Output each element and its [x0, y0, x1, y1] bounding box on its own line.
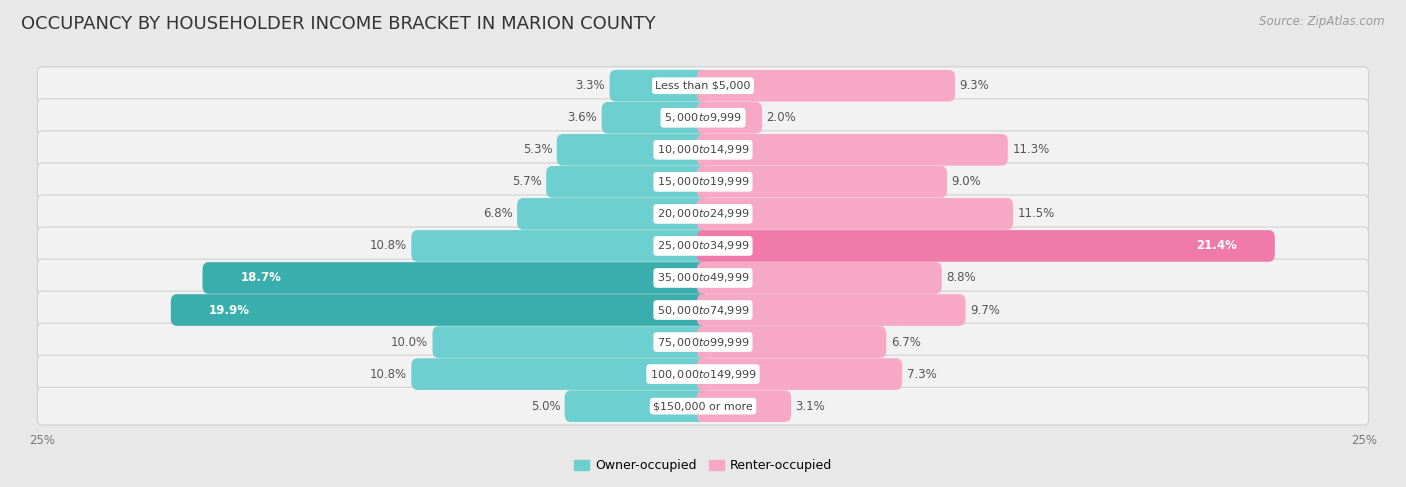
- Text: 6.8%: 6.8%: [482, 207, 513, 221]
- Text: 3.1%: 3.1%: [796, 400, 825, 412]
- Text: $20,000 to $24,999: $20,000 to $24,999: [657, 207, 749, 221]
- FancyBboxPatch shape: [546, 166, 709, 198]
- Text: 18.7%: 18.7%: [240, 271, 281, 284]
- Text: Source: ZipAtlas.com: Source: ZipAtlas.com: [1260, 15, 1385, 28]
- FancyBboxPatch shape: [38, 355, 1368, 393]
- FancyBboxPatch shape: [38, 163, 1368, 201]
- Text: 9.0%: 9.0%: [952, 175, 981, 188]
- FancyBboxPatch shape: [38, 131, 1368, 169]
- FancyBboxPatch shape: [697, 198, 1014, 230]
- FancyBboxPatch shape: [697, 294, 966, 326]
- Text: 9.7%: 9.7%: [970, 303, 1000, 317]
- Text: Less than $5,000: Less than $5,000: [655, 81, 751, 91]
- FancyBboxPatch shape: [697, 326, 886, 358]
- Text: $150,000 or more: $150,000 or more: [654, 401, 752, 411]
- FancyBboxPatch shape: [202, 262, 709, 294]
- Text: 10.8%: 10.8%: [370, 240, 406, 252]
- FancyBboxPatch shape: [517, 198, 709, 230]
- FancyBboxPatch shape: [38, 195, 1368, 233]
- Text: 7.3%: 7.3%: [907, 368, 936, 381]
- Text: 10.8%: 10.8%: [370, 368, 406, 381]
- FancyBboxPatch shape: [38, 387, 1368, 425]
- FancyBboxPatch shape: [38, 227, 1368, 265]
- FancyBboxPatch shape: [697, 102, 762, 133]
- FancyBboxPatch shape: [170, 294, 709, 326]
- FancyBboxPatch shape: [697, 390, 792, 422]
- Text: 5.0%: 5.0%: [530, 400, 560, 412]
- Text: OCCUPANCY BY HOUSEHOLDER INCOME BRACKET IN MARION COUNTY: OCCUPANCY BY HOUSEHOLDER INCOME BRACKET …: [21, 15, 655, 33]
- FancyBboxPatch shape: [697, 230, 1275, 262]
- Text: 5.3%: 5.3%: [523, 143, 553, 156]
- FancyBboxPatch shape: [38, 259, 1368, 297]
- FancyBboxPatch shape: [697, 70, 955, 102]
- Text: $50,000 to $74,999: $50,000 to $74,999: [657, 303, 749, 317]
- Text: 10.0%: 10.0%: [391, 336, 427, 349]
- FancyBboxPatch shape: [433, 326, 709, 358]
- Text: $15,000 to $19,999: $15,000 to $19,999: [657, 175, 749, 188]
- Text: 5.7%: 5.7%: [512, 175, 541, 188]
- FancyBboxPatch shape: [412, 230, 709, 262]
- Text: $10,000 to $14,999: $10,000 to $14,999: [657, 143, 749, 156]
- Text: $75,000 to $99,999: $75,000 to $99,999: [657, 336, 749, 349]
- FancyBboxPatch shape: [38, 291, 1368, 329]
- FancyBboxPatch shape: [565, 390, 709, 422]
- Text: 11.3%: 11.3%: [1012, 143, 1049, 156]
- Text: $100,000 to $149,999: $100,000 to $149,999: [650, 368, 756, 381]
- Text: $35,000 to $49,999: $35,000 to $49,999: [657, 271, 749, 284]
- FancyBboxPatch shape: [38, 323, 1368, 361]
- FancyBboxPatch shape: [697, 166, 948, 198]
- FancyBboxPatch shape: [412, 358, 709, 390]
- Text: 8.8%: 8.8%: [946, 271, 976, 284]
- Text: 2.0%: 2.0%: [766, 111, 796, 124]
- FancyBboxPatch shape: [557, 134, 709, 166]
- FancyBboxPatch shape: [38, 99, 1368, 137]
- FancyBboxPatch shape: [697, 358, 903, 390]
- Text: 3.3%: 3.3%: [575, 79, 605, 92]
- FancyBboxPatch shape: [610, 70, 709, 102]
- Text: 21.4%: 21.4%: [1197, 240, 1237, 252]
- Text: 19.9%: 19.9%: [208, 303, 250, 317]
- FancyBboxPatch shape: [697, 134, 1008, 166]
- Text: 9.3%: 9.3%: [959, 79, 990, 92]
- FancyBboxPatch shape: [38, 67, 1368, 105]
- Text: 11.5%: 11.5%: [1018, 207, 1054, 221]
- Text: $25,000 to $34,999: $25,000 to $34,999: [657, 240, 749, 252]
- Legend: Owner-occupied, Renter-occupied: Owner-occupied, Renter-occupied: [568, 454, 838, 477]
- Text: 3.6%: 3.6%: [568, 111, 598, 124]
- Text: 6.7%: 6.7%: [890, 336, 921, 349]
- Text: $5,000 to $9,999: $5,000 to $9,999: [664, 111, 742, 124]
- FancyBboxPatch shape: [697, 262, 942, 294]
- FancyBboxPatch shape: [602, 102, 709, 133]
